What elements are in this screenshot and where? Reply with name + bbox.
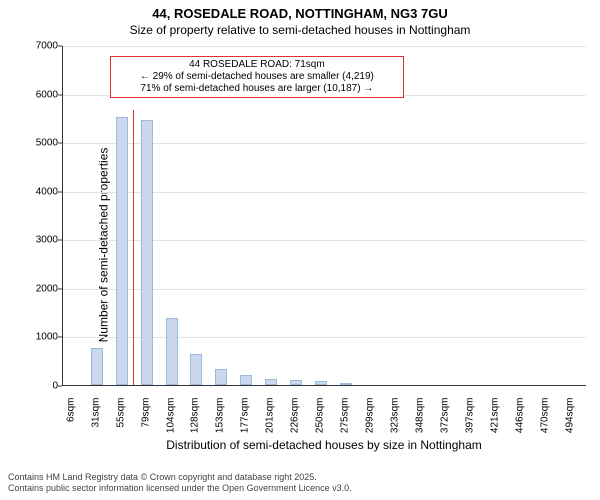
histogram-bar xyxy=(240,375,252,385)
x-tick-label: 494sqm xyxy=(564,398,575,438)
y-tick-label: 2000 xyxy=(34,283,58,294)
x-tick-label: 201sqm xyxy=(265,398,276,438)
histogram-bar xyxy=(190,354,202,385)
annotation-line: 71% of semi-detached houses are larger (… xyxy=(115,83,398,95)
gridline xyxy=(63,46,586,47)
x-tick-label: 421sqm xyxy=(489,398,500,438)
footer-line1: Contains HM Land Registry data © Crown c… xyxy=(8,472,352,483)
x-tick-label: 79sqm xyxy=(140,398,151,438)
y-tick-label: 6000 xyxy=(34,89,58,100)
x-tick-label: 6sqm xyxy=(65,398,76,438)
x-tick-label: 128sqm xyxy=(190,398,201,438)
y-tick-label: 1000 xyxy=(34,332,58,343)
page-title: 44, ROSEDALE ROAD, NOTTINGHAM, NG3 7GU xyxy=(0,0,600,21)
y-tick-mark xyxy=(58,191,62,192)
y-tick-mark xyxy=(58,386,62,387)
y-tick-label: 5000 xyxy=(34,138,58,149)
y-tick-label: 3000 xyxy=(34,235,58,246)
x-tick-label: 226sqm xyxy=(290,398,301,438)
y-tick-mark xyxy=(58,337,62,338)
x-tick-label: 446sqm xyxy=(514,398,525,438)
x-tick-label: 153sqm xyxy=(215,398,226,438)
annotation-box: 44 ROSEDALE ROAD: 71sqm← 29% of semi-det… xyxy=(110,56,403,98)
y-tick-mark xyxy=(58,46,62,47)
chart-container: Number of semi-detached properties 44 RO… xyxy=(0,40,600,450)
histogram-bar xyxy=(116,117,128,385)
y-tick-mark xyxy=(58,240,62,241)
x-tick-label: 177sqm xyxy=(240,398,251,438)
histogram-bar xyxy=(215,369,227,385)
x-tick-label: 250sqm xyxy=(315,398,326,438)
x-tick-label: 372sqm xyxy=(440,398,451,438)
histogram-bar xyxy=(265,379,277,385)
x-tick-label: 470sqm xyxy=(539,398,550,438)
x-axis-label: Distribution of semi-detached houses by … xyxy=(62,438,586,452)
y-tick-mark xyxy=(58,288,62,289)
property-marker-line xyxy=(133,110,134,385)
x-tick-label: 31sqm xyxy=(90,398,101,438)
plot-area: 44 ROSEDALE ROAD: 71sqm← 29% of semi-det… xyxy=(62,46,586,386)
x-tick-label: 104sqm xyxy=(165,398,176,438)
y-tick-mark xyxy=(58,94,62,95)
x-tick-label: 299sqm xyxy=(365,398,376,438)
histogram-bar xyxy=(166,318,178,385)
page-subtitle: Size of property relative to semi-detach… xyxy=(0,21,600,41)
histogram-bar xyxy=(91,348,103,385)
annotation-line: 44 ROSEDALE ROAD: 71sqm xyxy=(115,59,398,71)
histogram-bar xyxy=(340,383,352,385)
annotation-line: ← 29% of semi-detached houses are smalle… xyxy=(115,71,398,83)
x-tick-label: 55sqm xyxy=(115,398,126,438)
histogram-bar xyxy=(290,380,302,385)
footer-line2: Contains public sector information licen… xyxy=(8,483,352,494)
footer-attribution: Contains HM Land Registry data © Crown c… xyxy=(8,472,352,494)
y-tick-label: 7000 xyxy=(34,41,58,52)
x-tick-label: 275sqm xyxy=(340,398,351,438)
y-tick-label: 0 xyxy=(34,381,58,392)
y-tick-label: 4000 xyxy=(34,186,58,197)
x-tick-label: 397sqm xyxy=(464,398,475,438)
y-tick-mark xyxy=(58,143,62,144)
histogram-bar xyxy=(141,120,153,385)
x-tick-label: 348sqm xyxy=(415,398,426,438)
histogram-bar xyxy=(315,381,327,385)
x-tick-label: 323sqm xyxy=(390,398,401,438)
